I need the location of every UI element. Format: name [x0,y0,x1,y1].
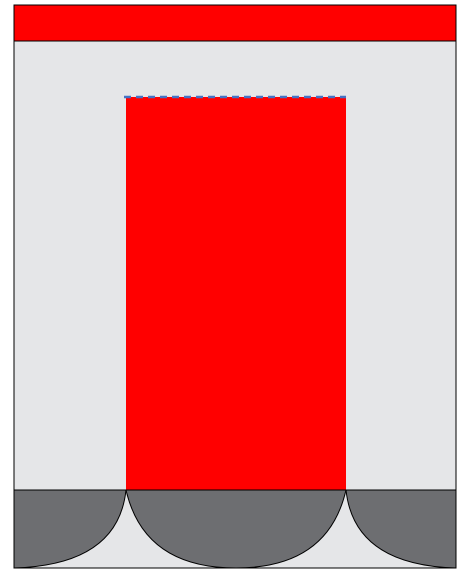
center-block [126,97,346,490]
bottom-lobe-right [345,489,457,569]
bottom-lobe-left [13,489,127,569]
bottom-lobe-center [125,489,347,569]
header-band [13,4,457,42]
